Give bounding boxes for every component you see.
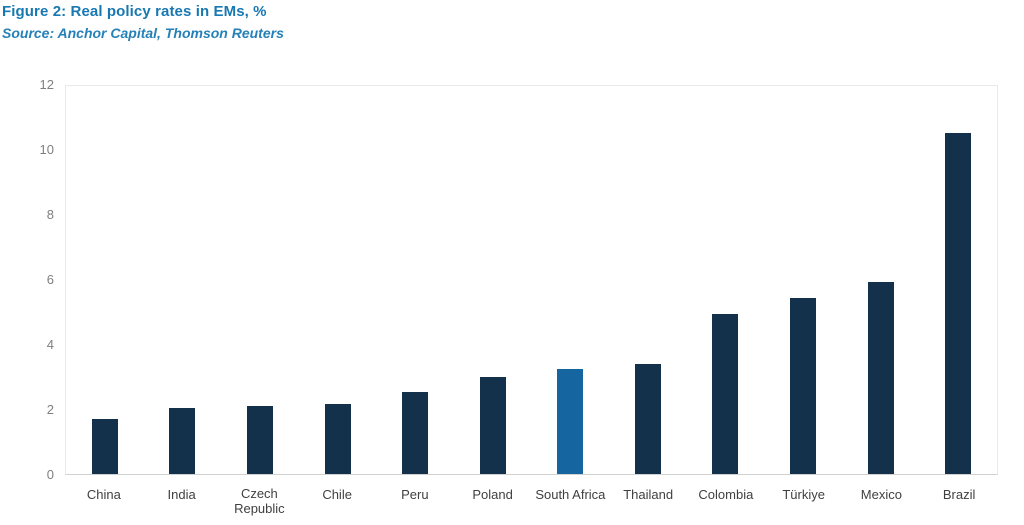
- bars-container: [66, 86, 997, 474]
- figure-title: Figure 2: Real policy rates in EMs, %: [2, 3, 267, 20]
- x-label-cell-colombia: Colombia: [687, 486, 765, 518]
- y-tick-label-8: 8: [46, 207, 54, 222]
- x-label-china: China: [86, 487, 121, 502]
- bar-slot-thailand: [609, 86, 687, 474]
- x-label-colombia: Colombia: [698, 487, 754, 502]
- bar-slot-poland: [454, 86, 532, 474]
- y-tick-label-12: 12: [39, 77, 54, 92]
- x-label-thailand: Thailand: [623, 487, 674, 502]
- bar-slot-turkiye: [764, 86, 842, 474]
- bar-china: [91, 419, 118, 474]
- plot-area: [65, 85, 998, 475]
- bar-mexico: [867, 281, 894, 474]
- bar-brazil: [945, 132, 972, 474]
- figure-source: Source: Anchor Capital, Thomson Reuters: [2, 25, 284, 41]
- bar-poland: [479, 377, 506, 474]
- bar-slot-south-africa: [531, 86, 609, 474]
- bar-india: [169, 407, 196, 474]
- bar-slot-colombia: [687, 86, 765, 474]
- x-label-cell-south-africa: South Africa: [532, 486, 610, 518]
- x-label-cell-thailand: Thailand: [609, 486, 687, 518]
- bar-thailand: [634, 364, 661, 474]
- x-label-czech-republic: Czech Republic: [234, 486, 285, 516]
- x-label-south-africa: South Africa: [535, 487, 606, 502]
- x-label-peru: Peru: [401, 487, 429, 502]
- y-tick-label-4: 4: [46, 337, 54, 352]
- bar-turkiye: [789, 297, 816, 474]
- x-label-chile: Chile: [322, 487, 352, 502]
- x-label-cell-chile: Chile: [298, 486, 376, 518]
- bar-slot-mexico: [842, 86, 920, 474]
- bar-chile: [324, 404, 351, 474]
- x-label-turkiye: Türkiye: [782, 487, 825, 502]
- x-label-cell-peru: Peru: [376, 486, 454, 518]
- x-label-mexico: Mexico: [860, 487, 902, 502]
- bar-slot-chile: [299, 86, 377, 474]
- y-tick-label-6: 6: [46, 272, 54, 287]
- bar-slot-czech-republic: [221, 86, 299, 474]
- x-label-cell-brazil: Brazil: [920, 486, 998, 518]
- bar-slot-india: [144, 86, 222, 474]
- x-label-brazil: Brazil: [942, 487, 976, 502]
- x-label-cell-china: China: [65, 486, 143, 518]
- x-label-cell-czech-republic: Czech Republic: [221, 486, 299, 518]
- bar-peru: [402, 391, 429, 474]
- x-label-india: India: [167, 487, 196, 502]
- bar-slot-brazil: [919, 86, 997, 474]
- x-label-cell-turkiye: Türkiye: [765, 486, 843, 518]
- x-label-poland: Poland: [472, 487, 513, 502]
- bar-south-africa: [557, 368, 584, 474]
- bar-czech-republic: [246, 406, 273, 474]
- bar-slot-china: [66, 86, 144, 474]
- x-label-cell-mexico: Mexico: [843, 486, 921, 518]
- x-axis: China India Czech Republic Chile Peru Poland S…: [65, 486, 998, 518]
- y-tick-label-2: 2: [46, 402, 54, 417]
- x-label-cell-india: India: [143, 486, 221, 518]
- x-label-cell-poland: Poland: [454, 486, 532, 518]
- y-tick-label-0: 0: [46, 467, 54, 482]
- bar-slot-peru: [376, 86, 454, 474]
- bar-colombia: [712, 313, 739, 474]
- y-tick-label-10: 10: [39, 142, 54, 157]
